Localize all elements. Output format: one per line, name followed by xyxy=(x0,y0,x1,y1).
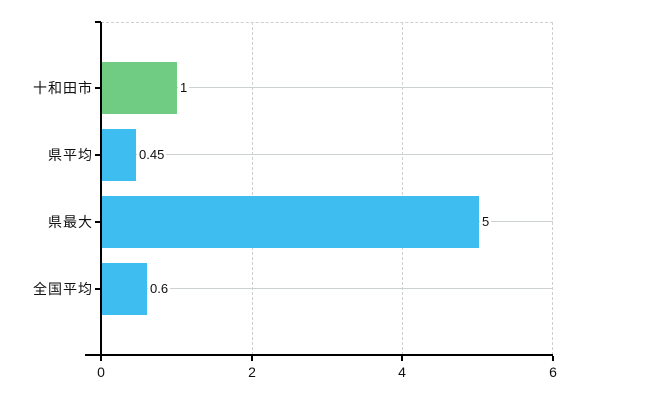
x-gridline xyxy=(402,22,403,355)
category-gridline xyxy=(101,87,553,88)
x-tick xyxy=(401,356,403,361)
x-tick xyxy=(251,356,253,361)
bar-value-label: 0.6 xyxy=(148,280,171,298)
x-tick-label: 0 xyxy=(97,364,105,380)
y-tick xyxy=(95,288,101,290)
y-tick xyxy=(95,87,101,89)
x-tick-label: 6 xyxy=(549,364,557,380)
category-label: 全国平均 xyxy=(33,281,93,297)
bar-全国平均 xyxy=(102,263,147,315)
bar-県最大 xyxy=(102,196,479,248)
x-axis-line xyxy=(85,354,553,356)
x-tick xyxy=(100,356,102,361)
x-tick-label: 2 xyxy=(248,364,256,380)
x-gridline xyxy=(252,22,253,355)
category-label: 県最大 xyxy=(48,214,93,230)
plot-right-border xyxy=(552,22,553,355)
category-label: 県平均 xyxy=(48,147,93,163)
x-tick xyxy=(552,356,554,361)
bar-value-label: 1 xyxy=(178,79,190,97)
category-gridline xyxy=(101,154,553,155)
bar-value-label: 5 xyxy=(480,213,492,231)
bar-十和田市 xyxy=(102,62,177,114)
y-axis-top-cap-tick xyxy=(95,21,101,23)
bar-value-label: 0.45 xyxy=(137,146,167,164)
y-tick xyxy=(95,154,101,156)
x-tick-label: 4 xyxy=(398,364,406,380)
category-label: 十和田市 xyxy=(33,80,93,96)
bar-県平均 xyxy=(102,129,136,181)
plot-top-border xyxy=(101,22,553,23)
y-tick xyxy=(95,221,101,223)
category-gridline xyxy=(101,288,553,289)
y-axis-line xyxy=(100,22,102,356)
